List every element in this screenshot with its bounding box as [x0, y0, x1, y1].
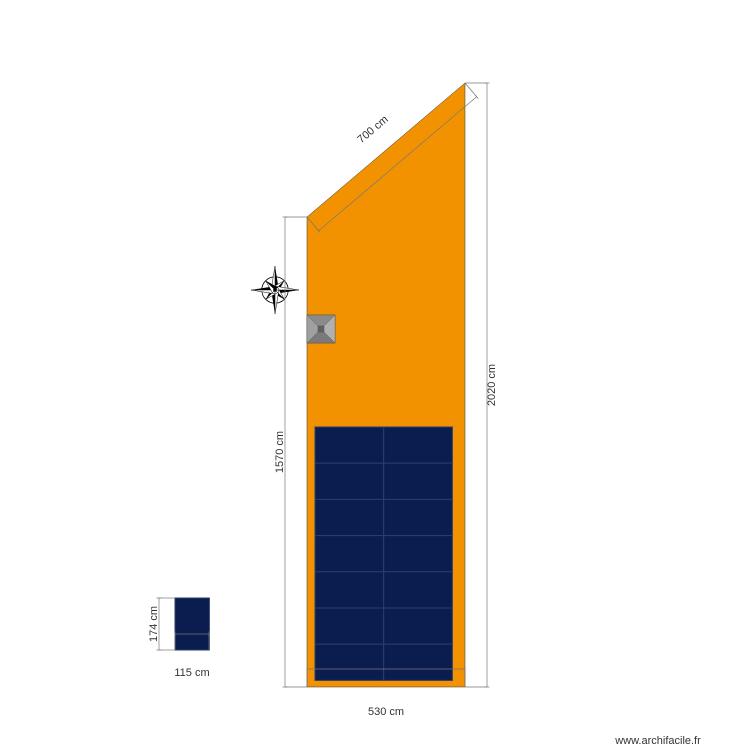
solar-panel: [384, 572, 453, 608]
solar-panel-array: [315, 427, 452, 680]
solar-panel: [315, 572, 384, 608]
solar-panel: [384, 608, 453, 644]
solar-panel: [315, 608, 384, 644]
solar-panel: [315, 644, 384, 680]
dimension-label: 2020 cm: [486, 364, 498, 406]
solar-panel: [384, 536, 453, 572]
solar-panel: [384, 499, 453, 535]
chimney-icon: [307, 315, 335, 343]
solar-panel: [384, 644, 453, 680]
solar-panel: [384, 427, 453, 463]
solar-panel: [315, 463, 384, 499]
sample-solar-panel: [175, 598, 209, 650]
solar-panel: [315, 499, 384, 535]
dimension-label: 530 cm: [368, 706, 404, 718]
footer-watermark: www.archifacile.fr: [614, 735, 701, 747]
dimension-label: 174 cm: [148, 606, 160, 642]
compass-rose-icon: [251, 266, 299, 314]
dimension-panel_h: 174 cm: [148, 598, 175, 650]
solar-panel: [315, 427, 384, 463]
solar-panel: [384, 463, 453, 499]
dimension-label: 115 cm: [174, 667, 209, 679]
dimension-label: 1570 cm: [274, 431, 286, 473]
dimension-label: 700 cm: [355, 114, 390, 146]
dimension-right_full: 2020 cm: [465, 83, 498, 687]
solar-panel: [315, 536, 384, 572]
